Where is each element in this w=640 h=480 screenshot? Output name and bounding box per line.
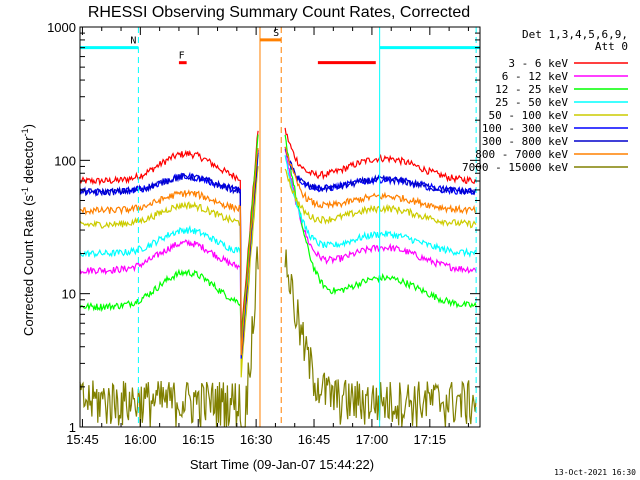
series-line-7-seg0	[79, 148, 259, 356]
series-line-3-seg1	[284, 155, 477, 258]
series-line-8-seg1	[284, 249, 477, 428]
y-tick-label: 1	[69, 420, 76, 435]
x-tick-label: 15:45	[66, 432, 99, 447]
annotation-label-0: N	[130, 36, 136, 47]
plot-frame	[79, 26, 481, 428]
x-tick-label: 16:45	[298, 432, 331, 447]
series-line-8-seg0	[79, 246, 259, 428]
legend-label-7: 800 - 7000 keV	[475, 148, 568, 161]
legend-label-1: 6 - 12 keV	[502, 70, 569, 83]
x-tick-label: 17:00	[356, 432, 389, 447]
legend-label-8: 7000 - 15000 keV	[462, 161, 568, 174]
x-tick-label: 16:15	[182, 432, 215, 447]
y-axis: 1 10 100 1000	[47, 20, 480, 435]
annotation-label-2: F	[179, 51, 185, 62]
y-tick-label: 1000	[47, 20, 76, 35]
series-line-1-seg0	[79, 148, 259, 361]
y-tick-label: 10	[62, 287, 76, 302]
annotation-label-4: S	[273, 28, 279, 39]
series-line-6-seg0	[79, 149, 259, 356]
legend-label-0: 3 - 6 keV	[508, 57, 568, 70]
x-axis: 15:45 16:00 16:15 16:30 16:45 17:00 17:15	[66, 27, 469, 447]
x-axis-label: Start Time (09-Jan-07 15:44:22)	[190, 457, 374, 472]
series-line-0-seg1	[284, 127, 477, 185]
series-line-4-seg0	[79, 166, 259, 378]
series-line-7-seg1	[284, 146, 477, 216]
legend-header-detectors: Det 1,3,4,5,6,9,	[522, 28, 628, 41]
chart-title: RHESSI Observing Summary Count Rates, Co…	[88, 4, 470, 21]
x-tick-label: 16:00	[124, 432, 157, 447]
y-tick-label: 100	[54, 153, 76, 168]
legend-header-attenuator: Att 0	[595, 40, 628, 53]
series-line-2-seg1	[284, 134, 477, 309]
series-line-2-seg0	[79, 134, 259, 344]
legend-label-6: 300 - 800 keV	[482, 135, 568, 148]
legend-label-2: 12 - 25 keV	[495, 83, 568, 96]
series-line-6-seg1	[284, 146, 477, 196]
y-axis-label: Corrected Count Rate (s-1 detector-1)	[20, 124, 36, 336]
legend-label-5: 100 - 300 keV	[482, 122, 568, 135]
legend-label-3: 25 - 50 keV	[495, 96, 568, 109]
plot-area: N F S	[79, 27, 480, 428]
footer-date: 13-Oct-2021 16:30	[554, 468, 636, 477]
series-line-1-seg1	[284, 150, 477, 274]
x-tick-label: 17:15	[414, 432, 447, 447]
legend-label-4: 50 - 100 keV	[489, 109, 569, 122]
x-tick-label: 16:30	[240, 432, 273, 447]
series-line-0-seg0	[79, 130, 259, 340]
series-line-3-seg0	[79, 154, 259, 361]
series-line-4-seg1	[284, 168, 477, 229]
